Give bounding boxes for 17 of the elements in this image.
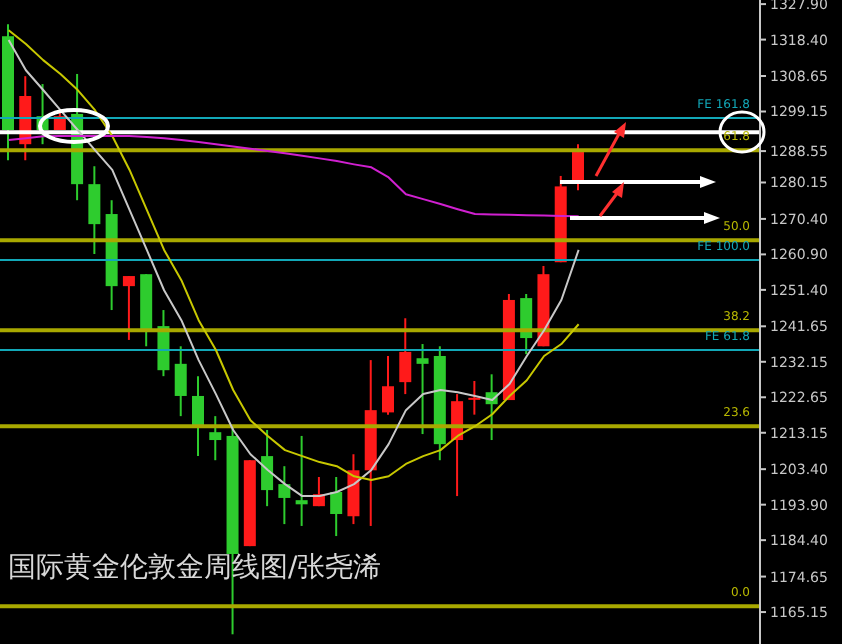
candlestick xyxy=(330,476,343,538)
candlestick xyxy=(347,453,360,526)
candlestick xyxy=(382,354,394,416)
candlestick xyxy=(88,165,101,256)
candlestick xyxy=(192,375,204,458)
candlestick xyxy=(520,292,533,356)
candlestick xyxy=(399,317,412,396)
candlestick xyxy=(572,143,584,192)
candlestick xyxy=(416,343,429,436)
candlestick xyxy=(122,275,135,341)
candlestick xyxy=(174,345,187,418)
candlestick xyxy=(468,380,481,416)
candlestick xyxy=(278,465,291,526)
candlestick xyxy=(261,428,274,508)
candlestick xyxy=(209,415,222,462)
candlestick xyxy=(295,434,308,527)
line-series xyxy=(7,134,580,218)
